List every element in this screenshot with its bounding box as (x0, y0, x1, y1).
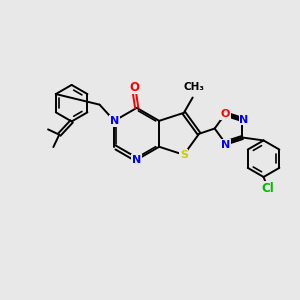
Text: O: O (220, 109, 230, 119)
Text: O: O (129, 81, 140, 94)
Text: N: N (239, 115, 248, 124)
Text: N: N (220, 140, 230, 149)
Text: N: N (110, 116, 119, 126)
Text: CH₃: CH₃ (184, 82, 205, 92)
Text: S: S (180, 150, 188, 160)
Text: Cl: Cl (262, 182, 275, 195)
Text: N: N (132, 155, 141, 165)
